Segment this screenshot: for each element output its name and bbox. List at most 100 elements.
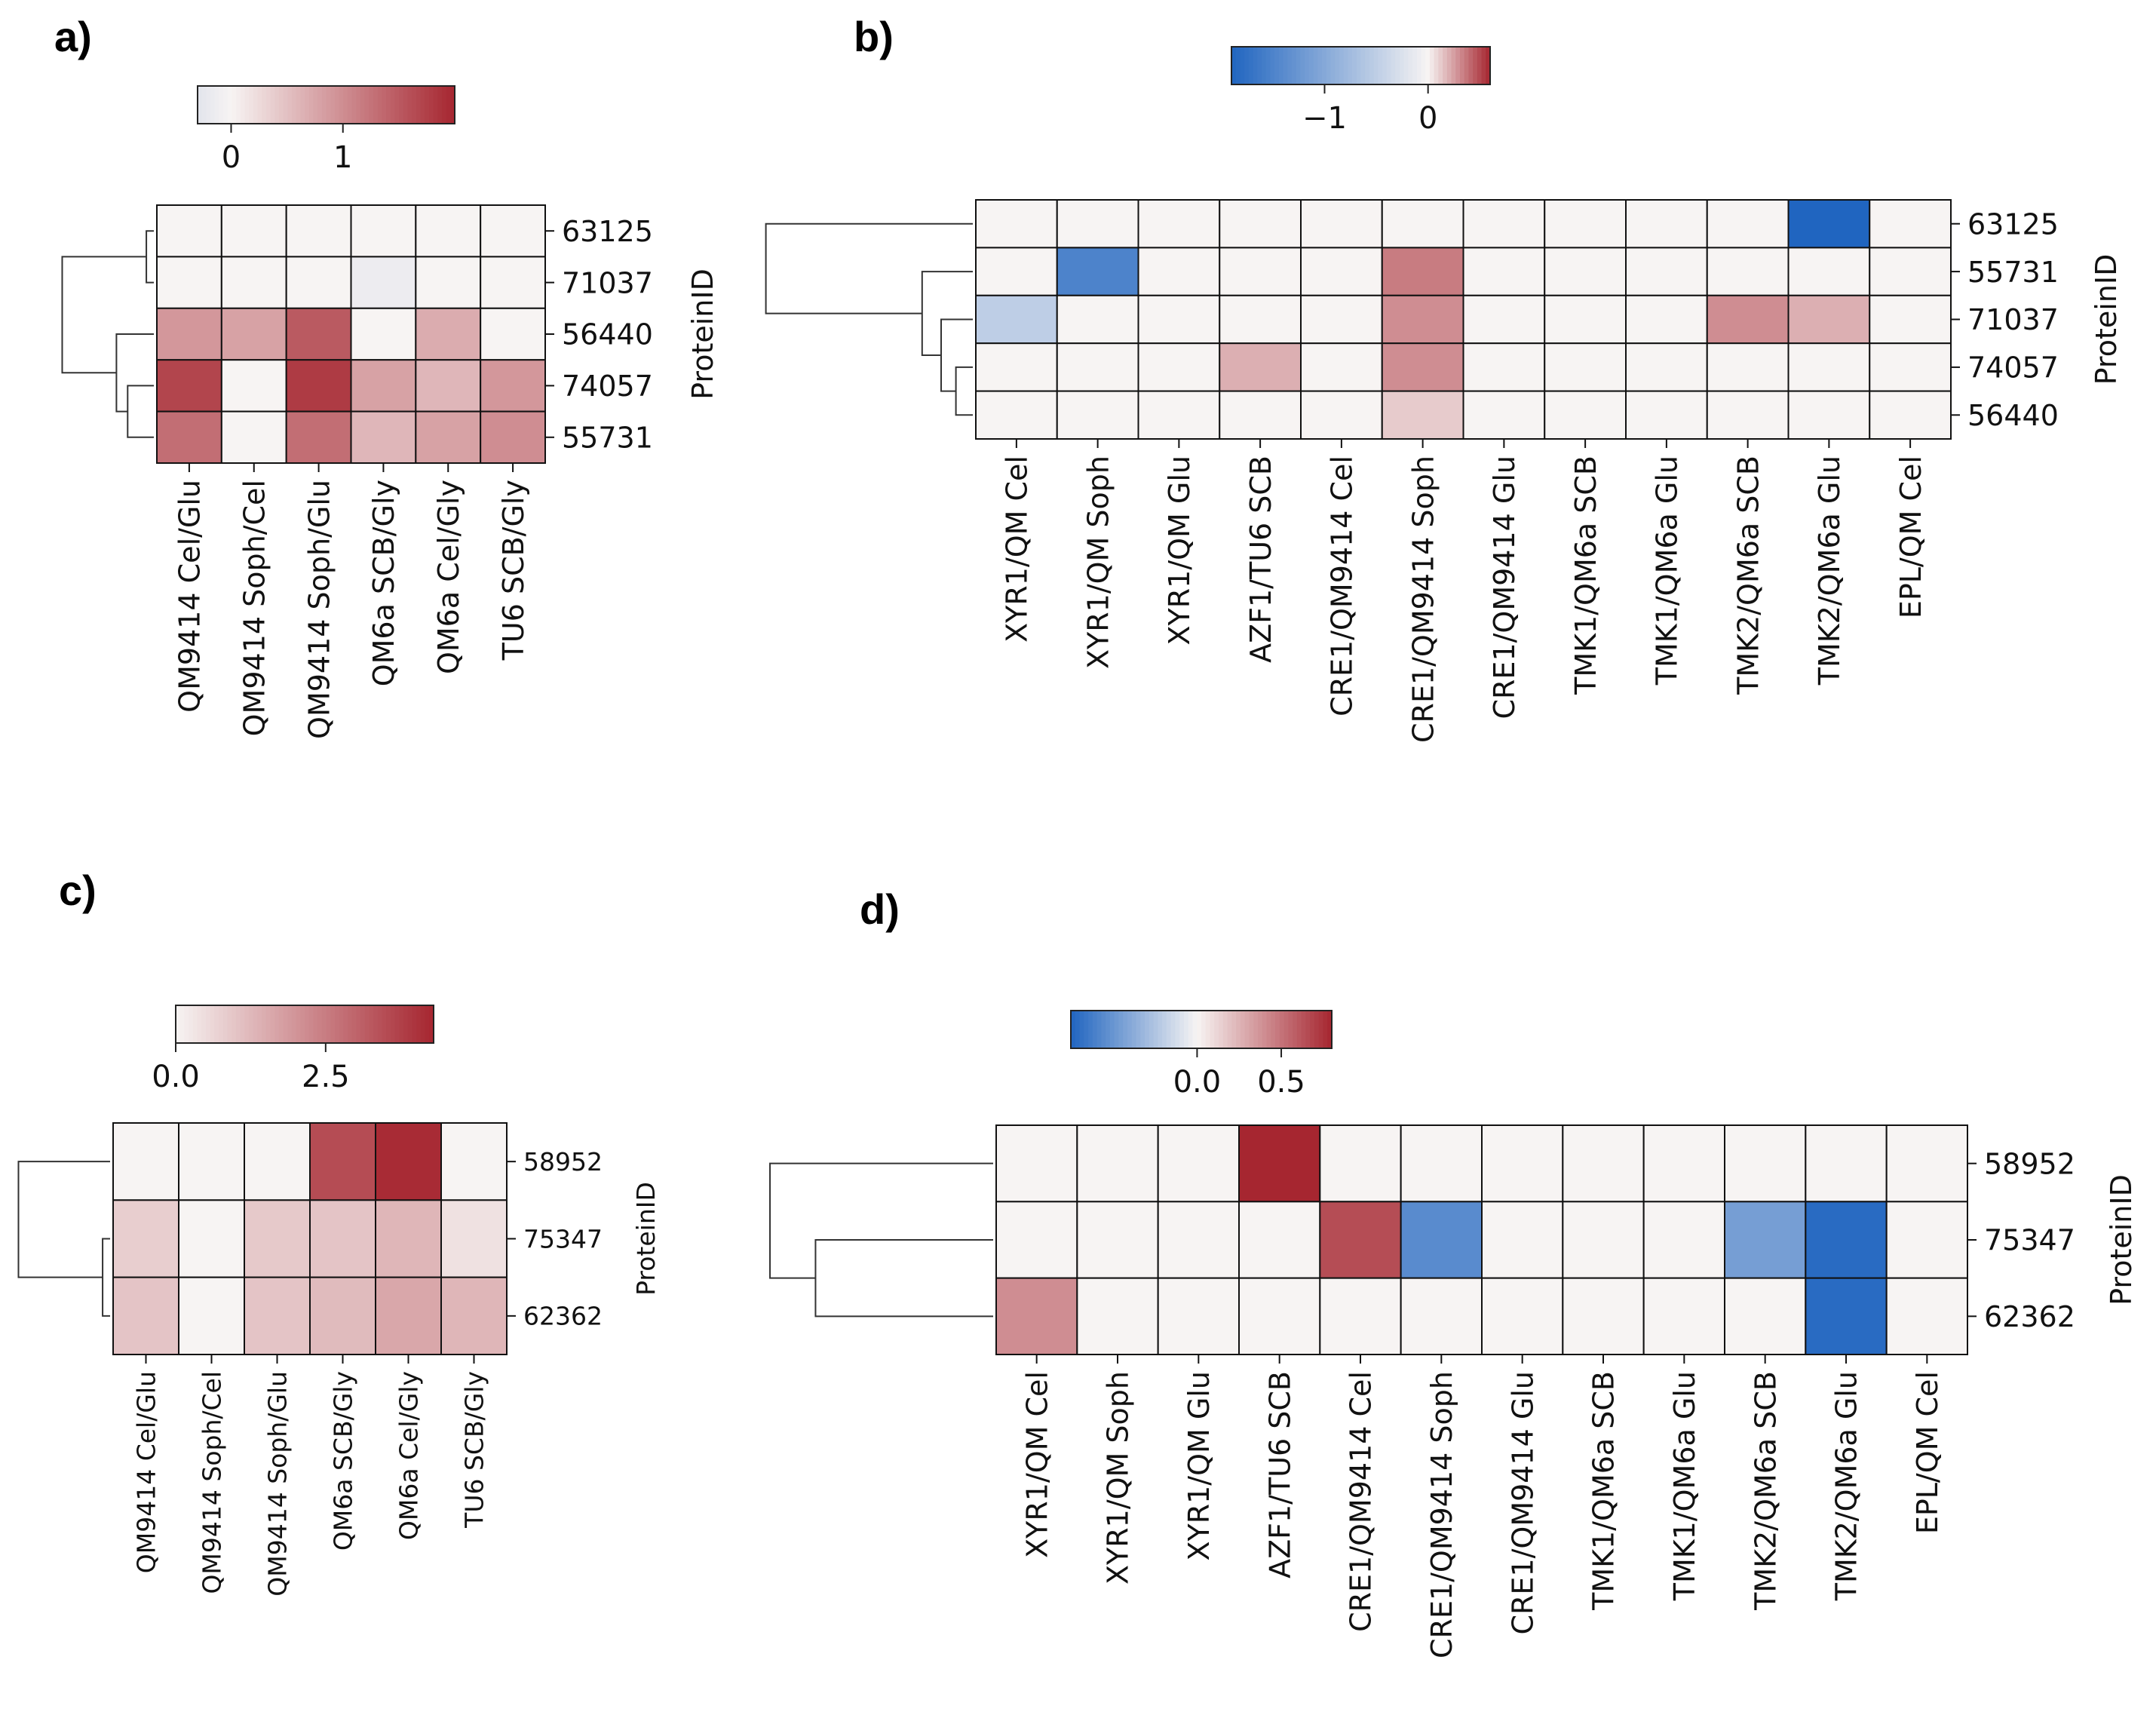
colorbar-gradient-segment: [450, 86, 455, 124]
heatmap-cell: [1056, 247, 1139, 296]
dendrogram-link: [955, 366, 973, 416]
colorbar-gradient-segment: [420, 1005, 426, 1043]
heatmap-cell: [1706, 294, 1790, 345]
heatmap-cell: [1076, 1277, 1159, 1355]
heatmap-cell: [440, 1122, 508, 1201]
column-tick-label: QM6a Cel/Gly: [432, 480, 465, 674]
colorbar-gradient-segment: [1425, 47, 1431, 84]
colorbar-gradient-segment: [249, 86, 254, 124]
heatmap-cell: [156, 204, 222, 258]
colorbar-gradient-segment: [386, 1005, 391, 1043]
heatmap-cell: [1706, 199, 1790, 249]
colorbar-gradient-segment: [1360, 47, 1366, 84]
column-tick-label: CRE1/QM9414 Soph: [1425, 1371, 1458, 1658]
heatmap-cell: [350, 204, 417, 258]
colorbar-gradient-segment: [205, 1005, 211, 1043]
colorbar-gradient-segment: [412, 1005, 417, 1043]
panel-label-c: c): [59, 867, 97, 914]
column-tick-label: CRE1/QM9414 Glu: [1488, 456, 1521, 719]
colorbar-gradient-segment: [377, 1005, 383, 1043]
colorbar-gradient-segment: [321, 1005, 327, 1043]
heatmap-cell: [1157, 1201, 1240, 1279]
column-tick-label: XYR1/QM Glu: [1163, 456, 1196, 646]
colorbar-gradient-segment: [244, 1005, 250, 1043]
colorbar-gradient-segment: [1257, 47, 1262, 84]
column-tick-label: QM9414 Cel/Glu: [173, 480, 207, 713]
heatmap-cell: [178, 1122, 245, 1201]
column-tick-label: AZF1/TU6 SCB: [1263, 1371, 1296, 1578]
heatmap-cell: [1625, 294, 1708, 345]
colorbar-gradient-segment: [219, 1005, 224, 1043]
colorbar-gradient-segment: [343, 86, 348, 124]
heatmap-cell: [1625, 247, 1708, 296]
colorbar-gradient-segment: [1279, 1011, 1285, 1048]
heatmap-cell: [995, 1201, 1078, 1279]
heatmap-cell: [375, 1122, 442, 1201]
colorbar-gradient-segment: [437, 86, 443, 124]
heatmap-cell: [1869, 390, 1952, 440]
heatmap-cell: [1300, 199, 1383, 249]
heatmap-panel-d: 0.0 0.5 58952 75347 62362 XYR1/QM Cel XYR1/QM …: [769, 1010, 2138, 1658]
heatmap-cell: [309, 1199, 376, 1278]
colorbar-gradient-segment: [1356, 47, 1362, 84]
colorbar-gradient-segment: [1486, 47, 1491, 84]
colorbar-gradient-segment: [198, 86, 203, 124]
heatmap-cell: [1300, 342, 1383, 392]
column-tick-label: TU6 SCB/Gly: [459, 1371, 489, 1529]
heatmap-cell: [1300, 294, 1383, 345]
colorbar-gradient-segment: [214, 86, 220, 124]
colorbar-gradient-segment: [270, 86, 276, 124]
column-tick-label: EPL/QM Cel: [1894, 456, 1928, 618]
colorbar-gradient-segment: [1301, 1011, 1307, 1048]
colorbar-frame: [197, 85, 455, 124]
colorbar-gradient-segment: [1305, 47, 1310, 84]
column-tick-label: TMK2/QM6a Glu: [1830, 1371, 1863, 1601]
row-tick-label: 62362: [1984, 1300, 2075, 1333]
colorbar-gradient-segment: [429, 1005, 434, 1043]
colorbar-gradient-segment: [403, 1005, 409, 1043]
colorbar-gradient-segment: [1222, 1011, 1228, 1048]
colorbar-gradient-segment: [407, 1005, 413, 1043]
colorbar-gradient-segment: [1123, 1011, 1128, 1048]
colorbar-gradient-segment: [348, 1005, 353, 1043]
colorbar-gradient-segment: [1274, 47, 1280, 84]
colorbar-gradient-segment: [240, 86, 246, 124]
heatmap-cell: [415, 307, 482, 361]
heatmap-cell: [156, 256, 222, 309]
heatmap-cell: [220, 307, 287, 361]
heatmap-cell: [1544, 390, 1627, 440]
colorbar-gradient-segment: [1391, 47, 1397, 84]
row-tick-label: 75347: [523, 1224, 603, 1253]
colorbar-gradient-segment: [1240, 47, 1245, 84]
heatmap-cell: [350, 307, 417, 361]
colorbar-frame: [175, 1005, 434, 1044]
colorbar-gradient-segment: [1088, 1011, 1093, 1048]
colorbar-gradient-segment: [356, 86, 361, 124]
heatmap-cell: [1869, 199, 1952, 249]
colorbar-gradient-segment: [1335, 47, 1340, 84]
heatmap-cell: [1462, 247, 1546, 296]
colorbar-gradient-segment: [1327, 1011, 1333, 1048]
colorbar-gradient-segment: [283, 1005, 288, 1043]
colorbar-gradient-segment: [227, 1005, 232, 1043]
heatmap-cell: [1400, 1124, 1483, 1203]
heatmap-cell: [285, 359, 352, 413]
colorbar-gradient-segment: [373, 1005, 379, 1043]
colorbar-gradient-segment: [1231, 47, 1237, 84]
colorbar-gradient-segment: [1322, 47, 1327, 84]
heatmap-cell: [1724, 1124, 1807, 1203]
heatmap-cell: [1706, 247, 1790, 296]
heatmap-cell: [112, 1199, 179, 1278]
column-tick-label: EPL/QM Cel: [1911, 1371, 1944, 1534]
heatmap-cell: [975, 390, 1058, 440]
colorbar-gradient-segment: [1096, 1011, 1103, 1048]
colorbar-gradient-segment: [1386, 47, 1392, 84]
colorbar-gradient-segment: [214, 1005, 219, 1043]
colorbar-gradient-segment: [1429, 47, 1435, 84]
heatmap-cell: [375, 1199, 442, 1278]
colorbar-gradient-segment: [1300, 47, 1305, 84]
heatmap-cell: [1724, 1201, 1807, 1279]
column-tick-label: QM9414 Cel/Glu: [131, 1371, 161, 1573]
colorbar-gradient-segment: [394, 86, 400, 124]
heatmap-cell: [1462, 199, 1546, 249]
